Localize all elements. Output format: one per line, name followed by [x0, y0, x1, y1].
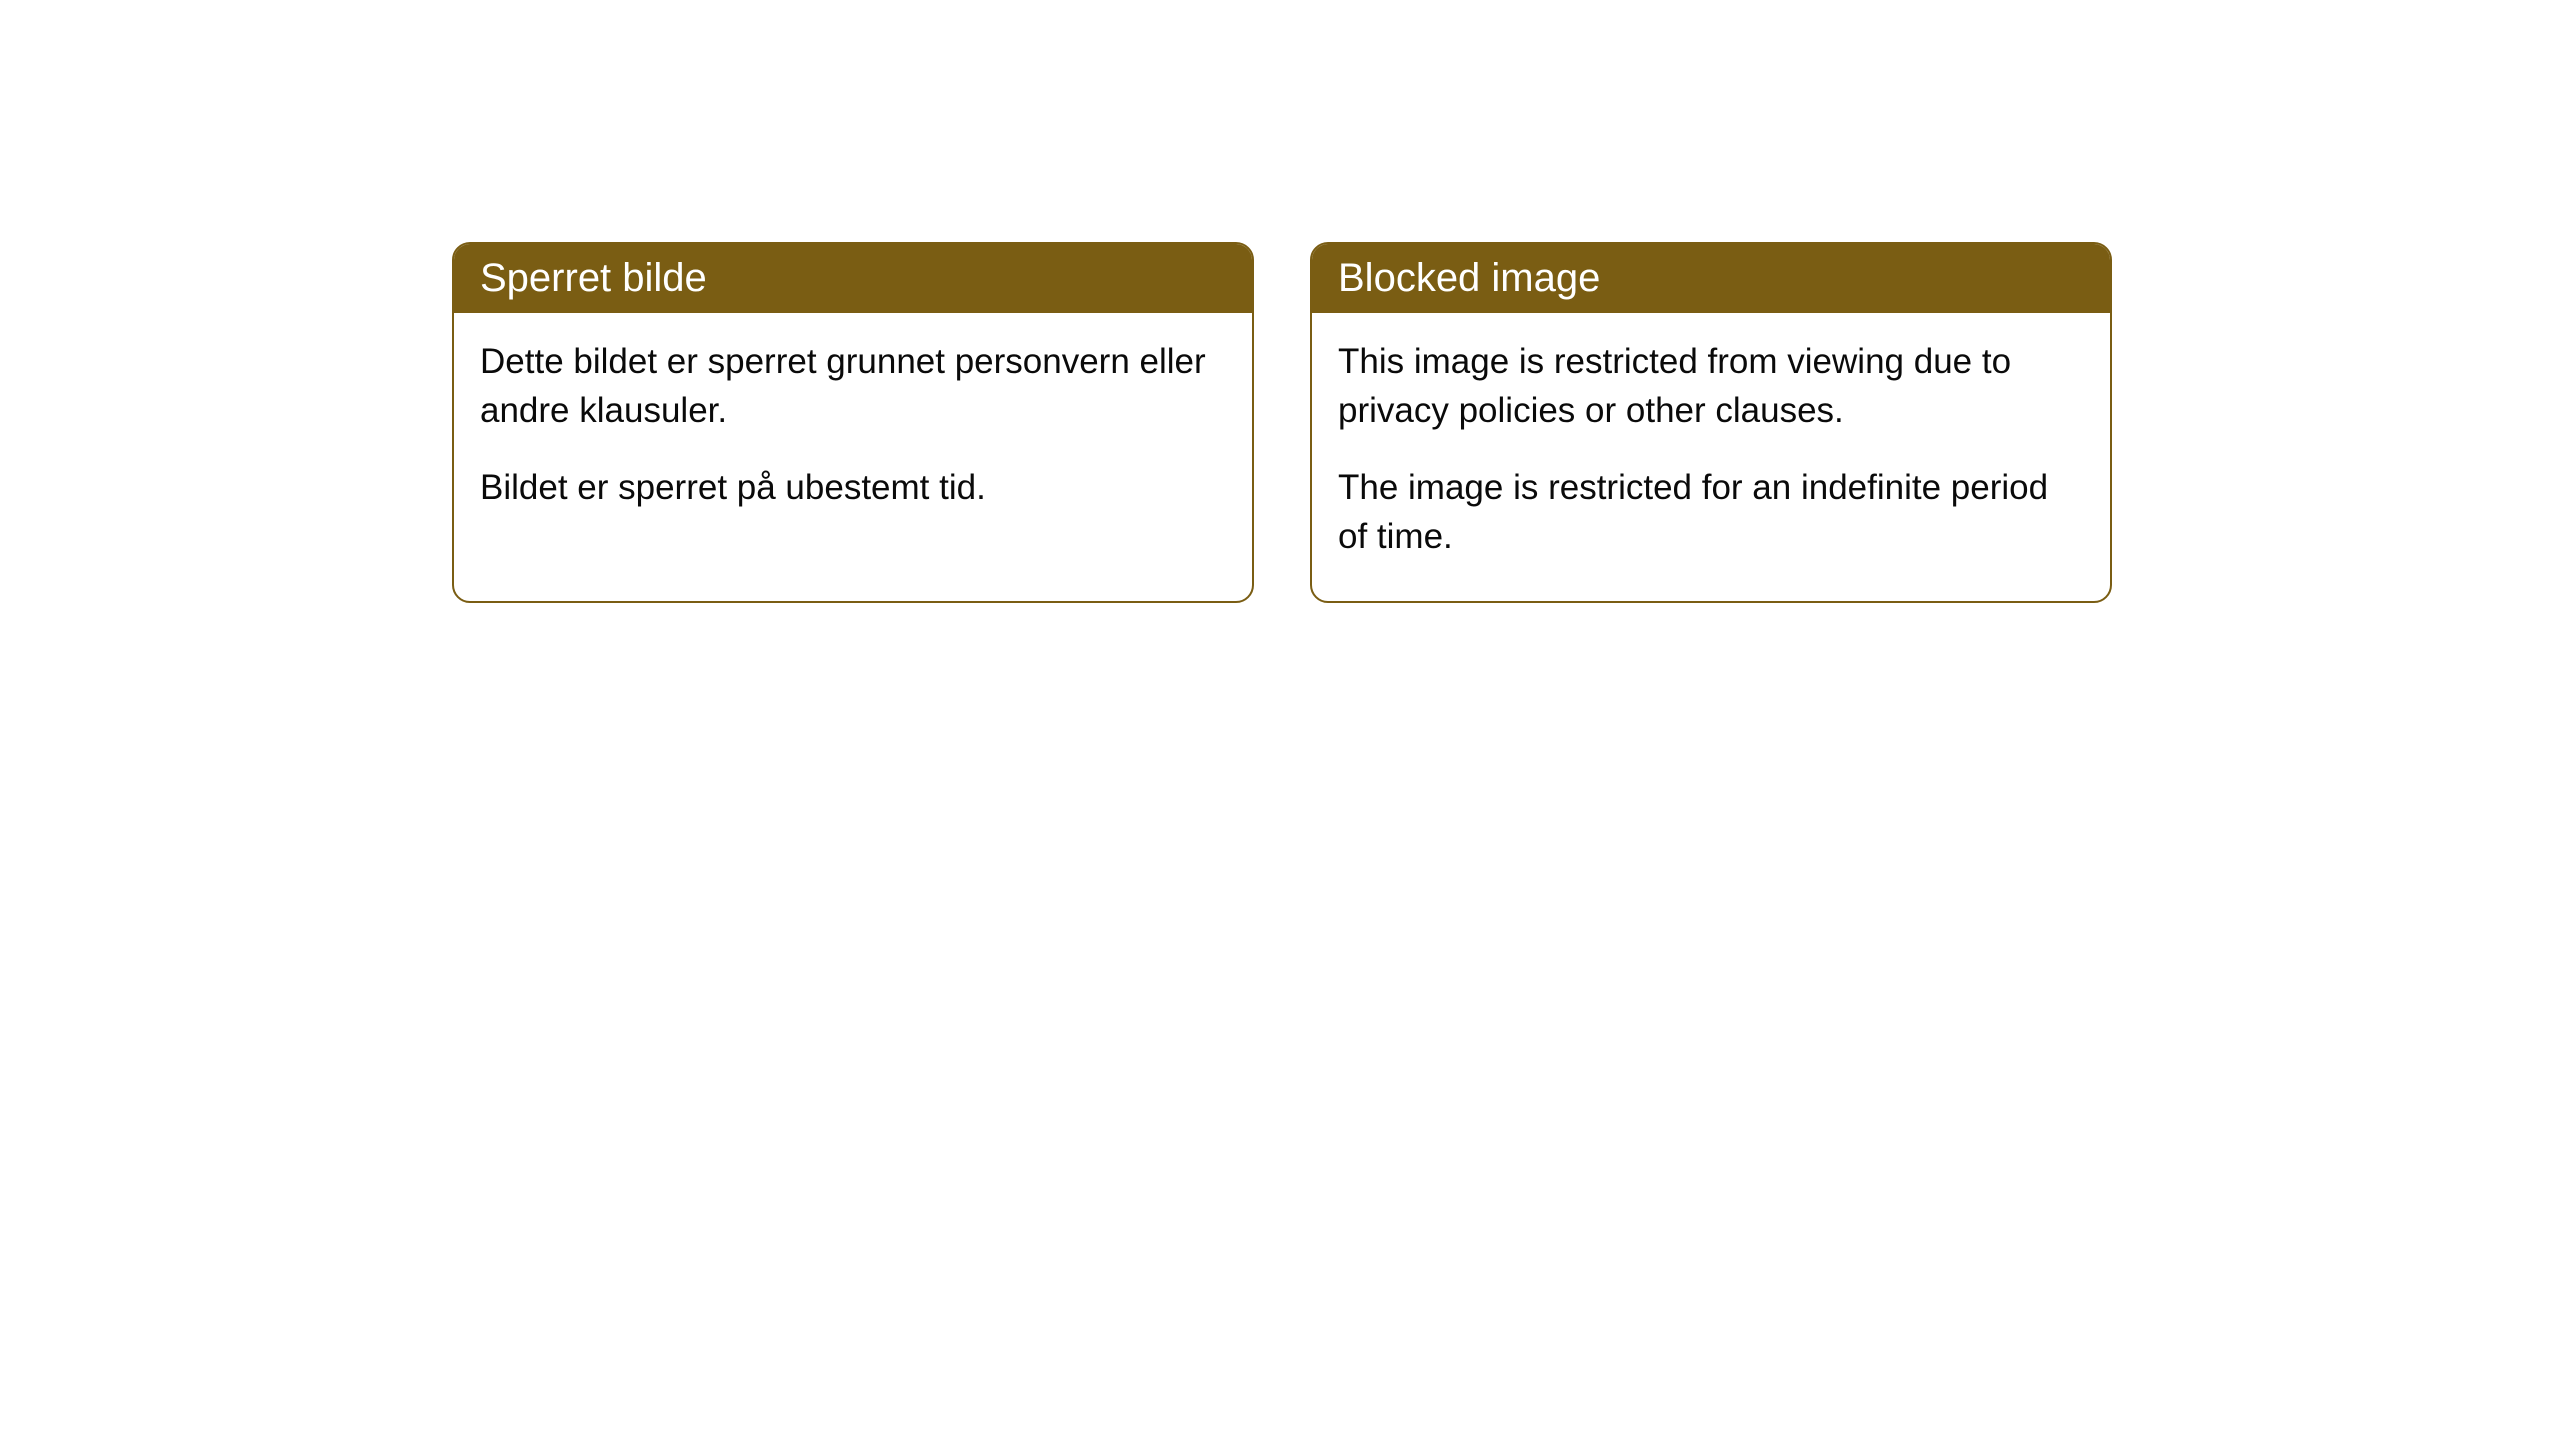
card-body: This image is restricted from viewing du… [1312, 313, 2110, 601]
card-paragraph: Bildet er sperret på ubestemt tid. [480, 463, 1226, 512]
card-header: Sperret bilde [454, 244, 1252, 313]
card-body: Dette bildet er sperret grunnet personve… [454, 313, 1252, 552]
notice-card-norwegian: Sperret bilde Dette bildet er sperret gr… [452, 242, 1254, 603]
notice-card-english: Blocked image This image is restricted f… [1310, 242, 2112, 603]
card-paragraph: This image is restricted from viewing du… [1338, 337, 2084, 435]
notice-cards-container: Sperret bilde Dette bildet er sperret gr… [452, 242, 2112, 603]
card-header: Blocked image [1312, 244, 2110, 313]
card-paragraph: Dette bildet er sperret grunnet personve… [480, 337, 1226, 435]
card-title: Blocked image [1338, 256, 1600, 300]
card-paragraph: The image is restricted for an indefinit… [1338, 463, 2084, 561]
card-title: Sperret bilde [480, 256, 707, 300]
